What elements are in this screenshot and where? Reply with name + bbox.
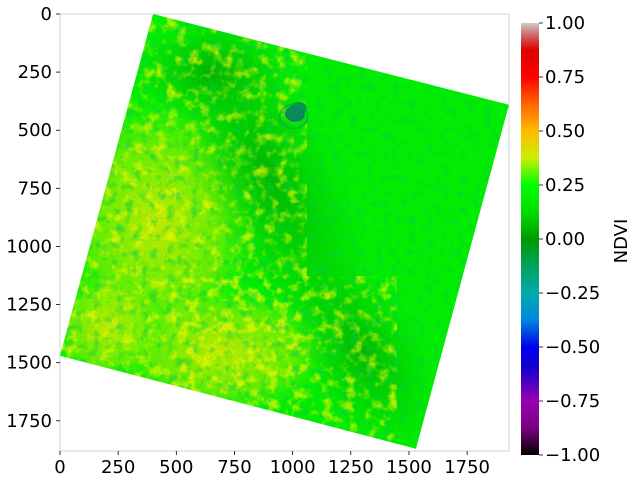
x-tick-label: 250 <box>101 457 135 478</box>
lake-shore <box>278 103 309 130</box>
x-tick-label: 1000 <box>270 457 316 478</box>
y-tick-label: 1750 <box>6 411 52 432</box>
y-tick-label: 250 <box>18 62 52 83</box>
x-tick-label: 750 <box>217 457 251 478</box>
colorbar-tick-label: 0.75 <box>545 67 585 88</box>
colorbar-tick-label: −0.25 <box>545 283 600 304</box>
y-tick-label: 750 <box>18 178 52 199</box>
y-tick-label: 1250 <box>6 295 52 316</box>
x-tick-label: 1250 <box>328 457 374 478</box>
y-tick-label: 1000 <box>6 236 52 257</box>
colorbar-tick-label: 0.00 <box>545 229 585 250</box>
texture-speck <box>60 57 285 449</box>
x-tick-label: 0 <box>54 457 65 478</box>
colorbar-tick-label: −0.50 <box>545 337 600 358</box>
colorbar-tick-label: 0.25 <box>545 175 585 196</box>
y-tick-label: 500 <box>18 120 52 141</box>
colorbar-gradient <box>521 23 539 455</box>
colorbar-tick-label: −0.75 <box>545 391 600 412</box>
plot-frame <box>59 13 510 452</box>
plot-area <box>59 13 510 452</box>
colorbar: 1.00 0.75 0.50 0.25 0.00 −0.25 −0.50 −0.75 −1.00… <box>521 13 632 466</box>
x-tick-label: 1750 <box>444 457 490 478</box>
y-axis: 0 250 500 750 1000 1250 1500 1750 <box>6 4 60 432</box>
x-axis: 0 250 500 750 1000 1250 1500 1750 <box>54 451 490 478</box>
colorbar-label: NDVI <box>611 219 632 264</box>
y-tick-label: 1500 <box>6 353 52 374</box>
colorbar-tick-label: 1.00 <box>545 13 585 34</box>
y-tick-label: 0 <box>41 4 52 25</box>
x-tick-label: 1500 <box>386 457 432 478</box>
ndvi-raster <box>60 14 509 449</box>
colorbar-tick-label: 0.50 <box>545 121 585 142</box>
x-tick-label: 500 <box>159 457 193 478</box>
colorbar-tick-label: −1.00 <box>545 445 600 466</box>
